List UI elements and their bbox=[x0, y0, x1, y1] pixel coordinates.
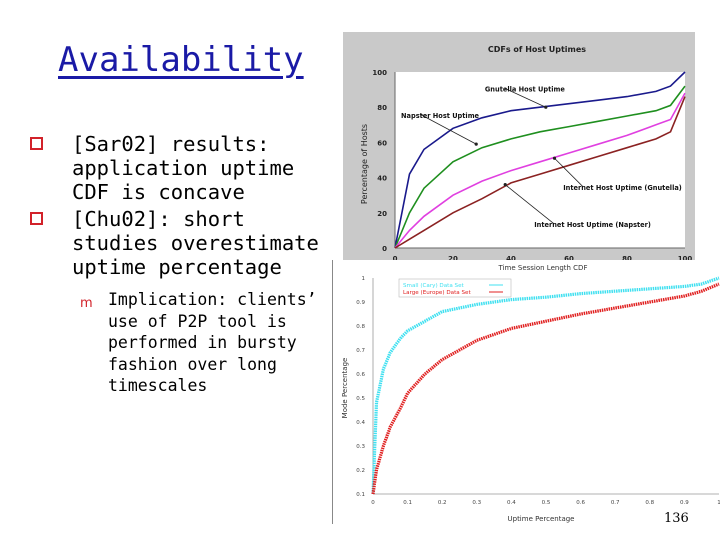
annotations: Gnutella Host Uptime Napster Host Uptime I… bbox=[401, 85, 682, 229]
legend-box bbox=[398, 278, 512, 298]
y-tick-label: 0.3 bbox=[356, 444, 365, 450]
annotation-label: Napster Host Uptime bbox=[401, 112, 480, 120]
slide-title: Availability bbox=[58, 40, 304, 80]
y-tick-label: 0.8 bbox=[356, 324, 365, 330]
y-tick-label: 60 bbox=[377, 139, 387, 147]
x-tick-label: 100 bbox=[678, 255, 693, 263]
y-tick-label: 40 bbox=[377, 175, 387, 183]
x-tick-label: 20 bbox=[448, 255, 458, 263]
page-number: 136 bbox=[662, 511, 691, 526]
y-tick-label: 100 bbox=[372, 69, 387, 77]
annotation-arrow bbox=[504, 87, 546, 108]
y-tick-label: 0.4 bbox=[356, 420, 365, 426]
x-tick-label: 40 bbox=[506, 255, 516, 263]
x-tick-label: 0.3 bbox=[472, 500, 481, 506]
bullet-list: [Sar02] results: application uptime CDF … bbox=[30, 132, 330, 397]
y-axis-label: Percentage of Hosts bbox=[360, 124, 369, 204]
sub-bullet-text: Implication: clients’ use of P2P tool is… bbox=[108, 290, 317, 395]
y-tick-label: 0.2 bbox=[356, 468, 365, 474]
x-axis-label: Uptime Percentage bbox=[508, 515, 575, 523]
y-tick-label: 0.6 bbox=[356, 372, 365, 378]
x-tick-label: 0.4 bbox=[507, 500, 516, 506]
y-tick-label: 0.9 bbox=[356, 300, 365, 306]
x-tick-label: 80 bbox=[622, 255, 632, 263]
series-line bbox=[394, 96, 686, 249]
axes: 0.1 0.2 0.3 0.4 0.5 0.6 0.7 0.8 0.9 1 0 0.1 0.2 0.3 0.… bbox=[356, 276, 720, 506]
legend-label: Small (Cary) Data Set bbox=[403, 283, 465, 289]
x-tick-label: 0 bbox=[371, 500, 375, 506]
x-tick-label: 0.1 bbox=[403, 500, 412, 506]
x-tick-label: 0.2 bbox=[438, 500, 447, 506]
annotation-arrowhead bbox=[544, 105, 548, 109]
chart-title: Time Session Length CDF bbox=[498, 264, 588, 272]
annotation-arrowhead bbox=[503, 183, 507, 187]
x-tick-label: 0.7 bbox=[611, 500, 620, 506]
axes: 0 20 40 60 80 100 0 20 40 60 80 100 bbox=[372, 69, 692, 263]
series-group bbox=[394, 71, 686, 249]
annotation-arrow bbox=[554, 157, 584, 188]
x-tick-label: 0.9 bbox=[680, 500, 689, 506]
series-line bbox=[394, 92, 686, 249]
annotation-arrowhead bbox=[552, 156, 557, 160]
y-tick-label: 0.1 bbox=[356, 492, 365, 498]
series-group bbox=[371, 276, 720, 495]
sub-bullet-icon: m bbox=[80, 296, 93, 311]
x-tick-label: 0 bbox=[393, 255, 398, 263]
square-bullet-icon bbox=[30, 137, 43, 150]
sub-bullet-item: m Implication: clients’ use of P2P tool … bbox=[30, 289, 330, 397]
y-tick-label: 0.5 bbox=[356, 396, 365, 402]
annotation-label: Gnutella Host Uptime bbox=[485, 85, 565, 93]
y-tick-label: 1 bbox=[362, 276, 366, 282]
x-tick-label: 1 bbox=[717, 500, 720, 506]
y-tick-label: 80 bbox=[377, 104, 387, 112]
bullet-text: [Chu02]: short studies overestimate upti… bbox=[72, 207, 319, 279]
session-length-svg: Time Session Length CDF Mode Percentage … bbox=[341, 264, 720, 523]
uptime-cdf-svg: CDFs of Host Uptimes Percentage of Hosts… bbox=[360, 45, 692, 263]
chart-title: CDFs of Host Uptimes bbox=[488, 45, 586, 54]
annotation-arrow bbox=[504, 184, 555, 225]
annotation-arrowhead bbox=[474, 142, 478, 146]
annotation-label: Internet Host Uptime (Gnutella) bbox=[563, 184, 682, 192]
y-tick-label: 0.7 bbox=[356, 348, 365, 354]
uptime-cdf-chart: CDFs of Host Uptimes Percentage of Hosts… bbox=[343, 32, 695, 270]
y-tick-label: 0 bbox=[382, 245, 387, 253]
series-line bbox=[371, 276, 720, 495]
bullet-item: [Sar02] results: application uptime CDF … bbox=[30, 132, 330, 204]
series-line bbox=[394, 71, 686, 249]
annotation-arrow bbox=[420, 114, 477, 145]
session-length-chart: Time Session Length CDF Mode Percentage … bbox=[332, 260, 720, 524]
square-bullet-icon bbox=[30, 212, 43, 225]
series-line bbox=[371, 282, 720, 495]
y-tick-label: 20 bbox=[377, 210, 387, 218]
bullet-item: [Chu02]: short studies overestimate upti… bbox=[30, 207, 330, 279]
x-tick-label: 60 bbox=[564, 255, 574, 263]
series-line bbox=[394, 85, 686, 249]
annotation-label: Internet Host Uptime (Napster) bbox=[534, 221, 651, 229]
y-axis-label: Mode Percentage bbox=[341, 358, 349, 419]
x-tick-label: 0.5 bbox=[542, 500, 551, 506]
bullet-text: [Sar02] results: application uptime CDF … bbox=[72, 132, 295, 204]
legend-label: Large (Europe) Data Set bbox=[403, 290, 471, 296]
x-tick-label: 0.6 bbox=[576, 500, 585, 506]
x-tick-label: 0.8 bbox=[645, 500, 654, 506]
